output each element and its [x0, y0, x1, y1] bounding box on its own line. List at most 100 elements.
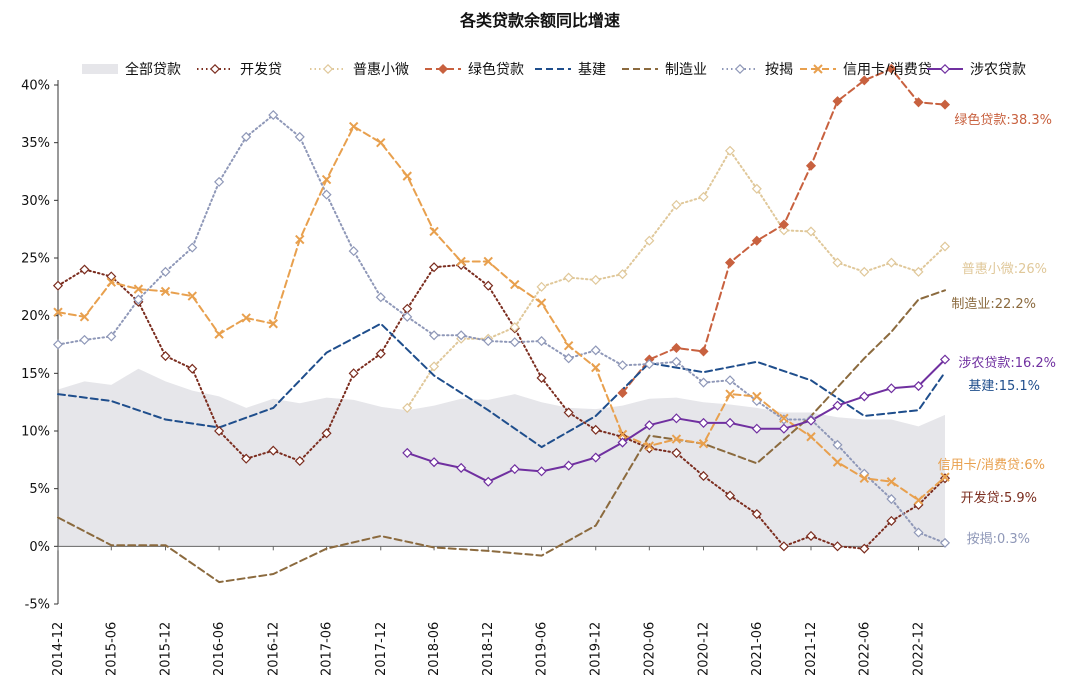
marker-series-7-point-8: [268, 319, 278, 329]
marker-series-1-point-22: [644, 443, 655, 454]
legend-label-8: 涉农贷款: [970, 62, 1026, 78]
marker-series-6-point-7: [241, 131, 252, 142]
marker-series-8-point-8: [617, 437, 628, 448]
marker-series-8-point-19: [913, 380, 924, 392]
marker-series-6-point-29: [832, 439, 843, 450]
marker-series-2-point-11: [698, 191, 709, 202]
marker-series-6-point-31: [886, 493, 897, 505]
y-tick-label-8: 35%: [21, 136, 50, 151]
marker-series-1-point-11: [348, 368, 359, 379]
marker-series-1-point-28: [805, 530, 817, 542]
marker-series-1-point-20: [590, 424, 601, 435]
marker-series-7-point-2: [106, 277, 117, 287]
marker-series-1-point-10: [321, 428, 332, 439]
legend: 全部贷款 开发贷 普惠小微 绿色贷款 基建 制造业 按揭 信用卡/消费贷 涉农贷款: [82, 61, 1026, 78]
marker-series-1-point-16: [483, 280, 494, 291]
marker-series-2-point-7: [590, 274, 601, 285]
area-layer: [58, 368, 945, 547]
marker-series-3-point-5: [751, 235, 762, 246]
marker-series-1-point-14: [429, 262, 440, 273]
marker-series-8-point-3: [483, 476, 494, 487]
marker-series-6-point-0: [52, 339, 64, 350]
legend-label-3: 绿色贷款: [468, 61, 524, 78]
y-tick-label-6: 25%: [21, 252, 50, 267]
marker-series-8-point-0: [402, 447, 413, 458]
y-tick-label-4: 15%: [21, 367, 50, 382]
marker-series-8-point-10: [671, 413, 682, 424]
marker-series-7-point-18: [536, 298, 547, 308]
legend-item-2: 普惠小微: [310, 62, 409, 78]
marker-series-8-point-16: [832, 400, 843, 411]
marker-series-7-point-10: [321, 174, 332, 185]
marker-series-1-point-4: [160, 350, 171, 362]
marker-series-7-point-32: [913, 495, 924, 505]
x-tick-label-3: 2016-06: [212, 622, 227, 676]
legend-marker-2: [322, 63, 334, 75]
legend-item-0: 全部贷款: [82, 61, 181, 78]
marker-series-1-point-12: [375, 348, 386, 359]
end-label-5: 制造业:22.2%: [951, 297, 1036, 312]
marker-series-2-point-4: [509, 322, 520, 333]
end-label-6: 按揭:0.3%: [967, 532, 1030, 547]
x-tick-label-7: 2018-06: [427, 622, 442, 676]
marker-series-6-point-20: [590, 345, 601, 356]
marker-series-7-point-19: [563, 340, 574, 351]
marker-series-2-point-13: [751, 183, 762, 194]
x-tick-label-8: 2018-12: [481, 622, 496, 676]
markers-layer: [52, 63, 951, 554]
marker-series-1-point-0: [52, 280, 64, 291]
marker-series-6-point-15: [456, 330, 467, 341]
marker-series-1-point-29: [832, 541, 843, 552]
y-tick-label-0: -5%: [25, 598, 50, 613]
end-label-2: 普惠小微:26%: [962, 262, 1047, 277]
marker-series-6-point-33: [939, 537, 951, 548]
legend-label-7: 信用卡/消费贷: [843, 62, 932, 78]
marker-series-1-point-2: [106, 271, 117, 282]
marker-series-2-point-9: [644, 235, 655, 246]
x-tick-label-2: 2015-12: [158, 622, 173, 676]
marker-series-1-point-1: [79, 264, 90, 275]
marker-series-7-point-28: [806, 432, 816, 442]
marker-series-3-point-7: [805, 160, 817, 171]
legend-item-7: 信用卡/消费贷: [800, 62, 932, 78]
line-series-1: [57, 263, 946, 550]
marker-series-1-point-23: [671, 447, 682, 458]
marker-series-1-point-18: [536, 372, 547, 383]
marker-series-7-point-6: [214, 329, 224, 339]
marker-series-1-point-25: [724, 490, 736, 501]
marker-series-1-point-7: [241, 453, 252, 464]
y-tick-label-9: 40%: [21, 79, 50, 94]
marker-series-7-point-14: [429, 226, 439, 237]
legend-item-3: 绿色贷款: [425, 61, 524, 78]
marker-series-3-point-2: [671, 342, 682, 354]
marker-series-1-point-30: [859, 543, 870, 554]
line-series-4: [57, 322, 946, 449]
x-tick-label-14: 2021-12: [804, 622, 819, 676]
marker-series-3-point-4: [724, 257, 736, 268]
marker-series-8-point-9: [644, 420, 655, 431]
legend-marker-1: [209, 63, 221, 75]
marker-series-7-point-20: [591, 362, 601, 373]
marker-series-7-point-33: [940, 472, 950, 482]
legend-label-5: 制造业: [665, 62, 707, 78]
legend-marker-7: [813, 64, 823, 74]
marker-series-6-point-24: [698, 377, 709, 388]
marker-series-6-point-21: [617, 360, 628, 371]
marker-series-2-point-20: [939, 241, 951, 252]
marker-series-2-point-5: [536, 281, 547, 292]
line-series-2: [406, 149, 946, 409]
line-series-6: [57, 114, 946, 544]
marker-series-1-point-9: [294, 455, 305, 467]
x-tick-label-4: 2016-12: [266, 622, 281, 676]
end-label-8: 涉农贷款:16.2%: [958, 356, 1056, 371]
marker-series-6-point-3: [133, 294, 144, 305]
marker-series-2-point-14: [778, 225, 789, 236]
marker-series-3-point-0: [617, 387, 628, 398]
marker-series-2-point-6: [563, 272, 574, 283]
marker-series-8-point-6: [563, 460, 574, 471]
marker-series-3-point-3: [698, 346, 709, 357]
marker-series-7-point-11: [348, 121, 359, 132]
x-tick-label-0: 2014-12: [51, 622, 66, 676]
